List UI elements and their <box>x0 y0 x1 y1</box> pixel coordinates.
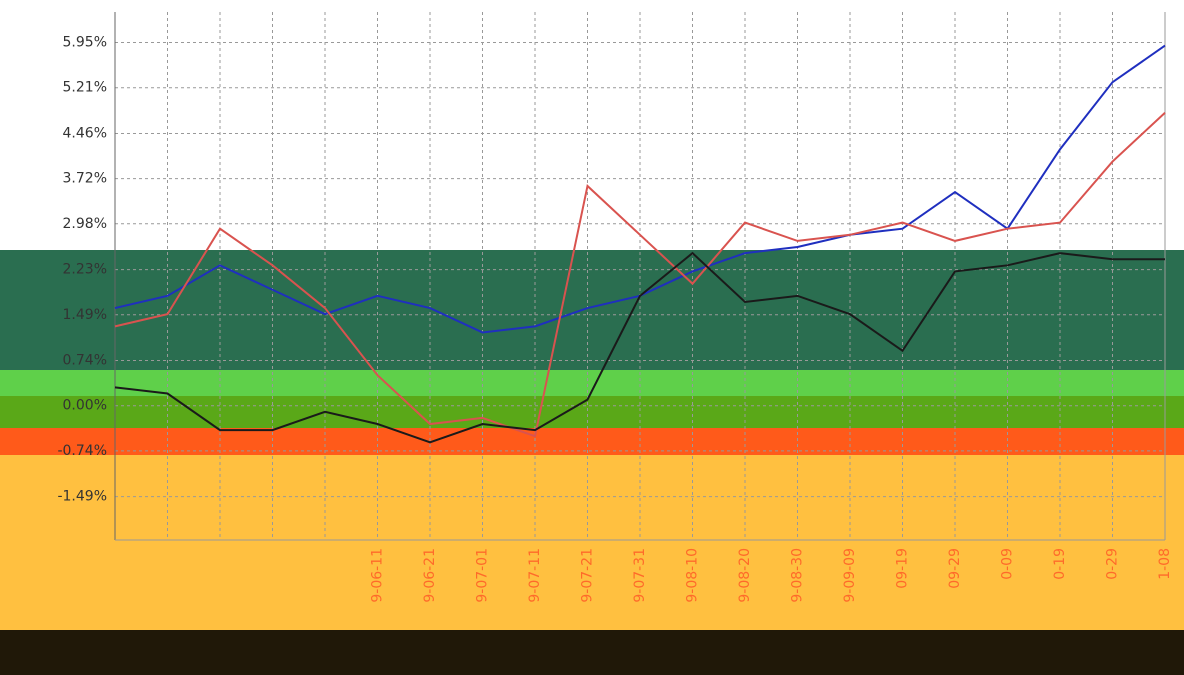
y-tick-label: -1.49% <box>57 489 107 505</box>
y-tick-label: -0.74% <box>57 443 107 459</box>
glitch-band <box>0 250 1184 370</box>
x-tick-label: 09-29 <box>947 548 963 589</box>
y-tick-label: 2.98% <box>63 216 107 232</box>
y-tick-label: 5.21% <box>63 80 107 96</box>
x-tick-label: 9-07-11 <box>527 548 543 603</box>
x-tick-label: 0-09 <box>1000 548 1016 580</box>
x-tick-label: 0-19 <box>1052 548 1068 580</box>
y-tick-label: 0.00% <box>63 398 107 414</box>
y-tick-label: 4.46% <box>63 125 107 141</box>
x-tick-label: 9-06-11 <box>370 548 386 603</box>
y-tick-label: 5.95% <box>63 35 107 51</box>
x-tick-label: 9-06-21 <box>422 548 438 603</box>
y-tick-label: 0.74% <box>63 353 107 369</box>
x-tick-label: 1-08 <box>1157 548 1173 580</box>
x-tick-label: 9-08-10 <box>685 548 701 603</box>
y-tick-label: 3.72% <box>63 171 107 187</box>
x-tick-label: 9-07-31 <box>632 548 648 603</box>
x-tick-label: 9-08-20 <box>737 548 753 603</box>
x-tick-label: 09-19 <box>895 548 911 589</box>
x-tick-label: 9-07-01 <box>475 548 491 603</box>
chart: 5.95% 5.21% 4.46% 3.72% 2.98% 2.23% 1.49% 0.74%… <box>0 0 1184 675</box>
x-tick-label: 0-29 <box>1105 548 1121 580</box>
glitch-band <box>0 455 1184 630</box>
y-tick-label: 1.49% <box>63 307 107 323</box>
y-tick-label: 2.23% <box>63 262 107 278</box>
x-tick-label: 9-08-30 <box>790 548 806 603</box>
glitch-band <box>0 630 1184 675</box>
x-tick-label: 9-07-21 <box>580 548 596 603</box>
x-tick-label: 9-09-09 <box>842 548 858 603</box>
